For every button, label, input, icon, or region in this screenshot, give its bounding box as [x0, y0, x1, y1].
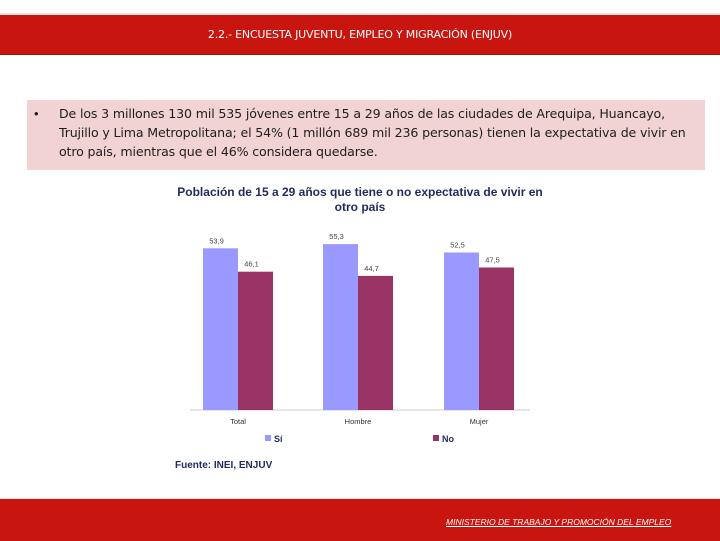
- chart-source: Fuente: INEI, ENJUV: [175, 460, 273, 471]
- legend-swatch-si: [265, 435, 271, 441]
- text-highlight-box: [27, 100, 705, 170]
- legend-label-si: Sí: [274, 434, 283, 444]
- bar-no-hombre: [358, 275, 393, 410]
- data-label: 52,5: [450, 241, 465, 250]
- bar-no-mujer: [479, 267, 514, 410]
- bar-si-hombre: [323, 244, 358, 410]
- slide-title: 2.2.- ENCUESTA JUVENTU, EMPLEO Y MIGRACI…: [207, 28, 513, 41]
- legend-label-no: No: [442, 434, 454, 444]
- data-label: 46,1: [244, 260, 259, 269]
- data-label: 55,3: [329, 232, 344, 241]
- footer-text: MINISTERIO DE TRABAJO Y PROMOCIÓN DEL EM…: [446, 517, 672, 527]
- summary-paragraph: De los 3 millones 130 mil 535 jóvenes en…: [59, 106, 686, 159]
- category-label-hombre: Hombre: [345, 417, 372, 426]
- data-label: 53,9: [209, 236, 224, 245]
- data-label: 44,7: [364, 264, 379, 273]
- bar-si-mujer: [444, 252, 479, 410]
- data-label: 47,5: [485, 256, 500, 265]
- footer-bar: MINISTERIO DE TRABAJO Y PROMOCIÓN DEL EM…: [0, 498, 720, 541]
- bar-si-total: [203, 248, 238, 410]
- category-label-mujer: Mujer: [470, 417, 489, 426]
- legend-swatch-no: [433, 435, 439, 441]
- category-label-total: Total: [230, 417, 246, 426]
- title-bar: 2.2.- ENCUESTA JUVENTU, EMPLEO Y MIGRACI…: [0, 13, 720, 55]
- chart-title: Población de 15 a 29 años que tiene o no…: [177, 185, 543, 214]
- bar-no-total: [238, 271, 273, 410]
- bullet-point: •: [34, 106, 39, 121]
